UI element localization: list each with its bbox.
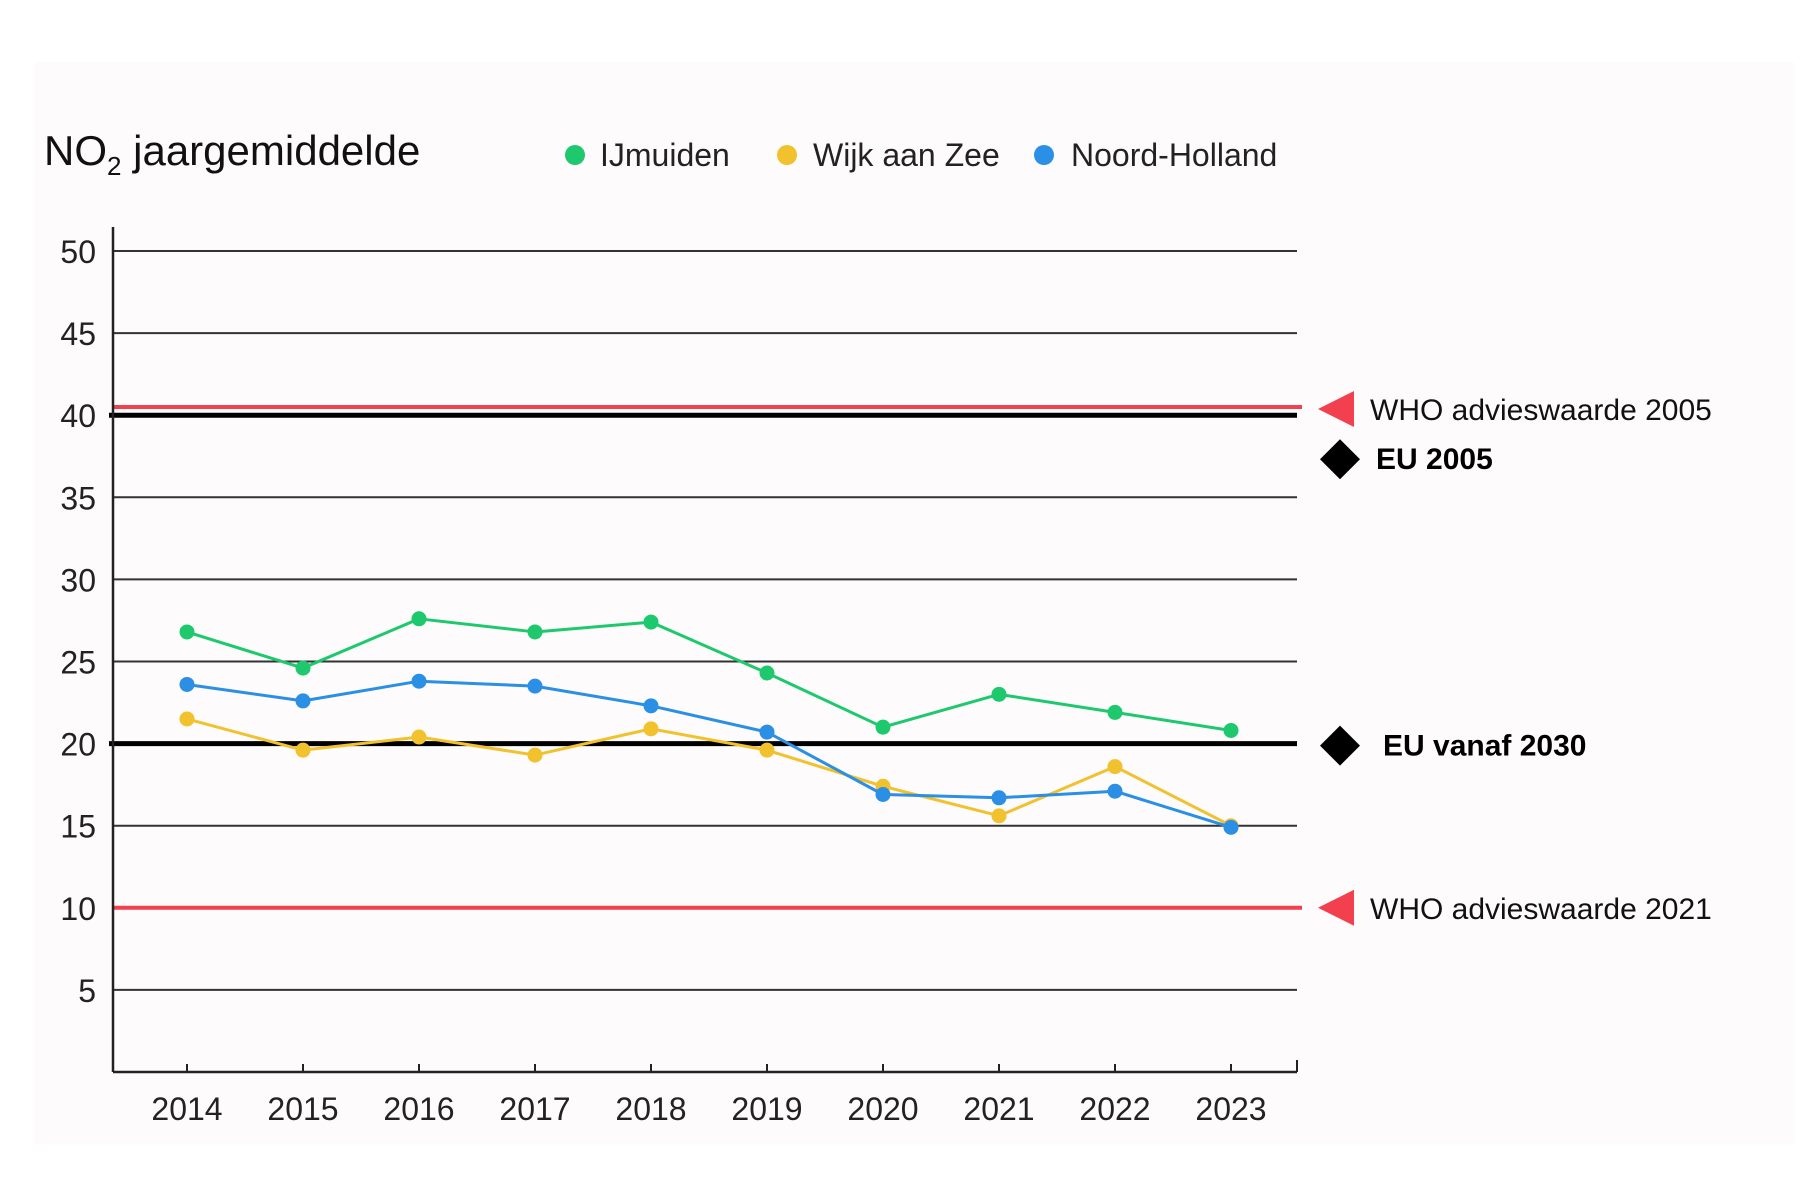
- marker-eu-2005: [1320, 439, 1360, 480]
- data-point-noord-holland-2020[interactable]: [875, 787, 891, 803]
- label-who-advieswaarde-2021: WHO advieswaarde 2021: [1370, 893, 1712, 926]
- data-point-wijk-aan-zee-2016[interactable]: [411, 729, 427, 745]
- y-tick-label-45: 45: [60, 316, 96, 352]
- legend-label-ijmuiden: IJmuiden: [600, 137, 730, 173]
- marker-eu-vanaf-2030: [1320, 725, 1360, 766]
- data-point-noord-holland-2018[interactable]: [643, 698, 659, 714]
- y-tick-label-20: 20: [60, 727, 96, 763]
- label-eu-vanaf-2030: EU vanaf 2030: [1383, 730, 1586, 763]
- legend-item-ijmuiden[interactable]: IJmuiden: [565, 137, 730, 173]
- y-tick-label-30: 30: [60, 562, 96, 598]
- y-tick-label-25: 25: [60, 645, 96, 681]
- data-point-ijmuiden-2023[interactable]: [1223, 722, 1239, 738]
- data-point-noord-holland-2014[interactable]: [179, 676, 195, 692]
- marker-who-advieswaarde-2021: [1318, 889, 1354, 926]
- data-point-ijmuiden-2016[interactable]: [411, 611, 427, 627]
- data-point-ijmuiden-2018[interactable]: [643, 614, 659, 630]
- data-point-wijk-aan-zee-2015[interactable]: [295, 742, 311, 758]
- chart-panel: [34, 62, 1794, 1144]
- y-tick-label-15: 15: [60, 809, 96, 845]
- x-tick-label-2019: 2019: [731, 1091, 802, 1127]
- x-tick-label-2018: 2018: [615, 1091, 686, 1127]
- y-tick-label-5: 5: [78, 973, 96, 1009]
- data-point-wijk-aan-zee-2018[interactable]: [643, 721, 659, 737]
- series: [179, 611, 1239, 835]
- x-tick-label-2021: 2021: [963, 1091, 1034, 1127]
- y-tick-label-40: 40: [60, 398, 96, 434]
- data-point-noord-holland-2023[interactable]: [1223, 819, 1239, 835]
- data-point-wijk-aan-zee-2017[interactable]: [527, 747, 543, 763]
- axes: 5 10 15 20 25 30 35 40 45 50 2014 2015 2016 2017 2018 2…: [60, 227, 1298, 1127]
- data-point-wijk-aan-zee-2014[interactable]: [179, 711, 195, 727]
- data-point-noord-holland-2022[interactable]: [1107, 783, 1123, 799]
- grid-lines: [113, 250, 1297, 991]
- data-point-ijmuiden-2014[interactable]: [179, 624, 195, 640]
- data-point-wijk-aan-zee-2019[interactable]: [759, 742, 775, 758]
- label-who-advieswaarde-2005: WHO advieswaarde 2005: [1370, 394, 1712, 427]
- series-line-ijmuiden: [186, 617, 1232, 732]
- legend-marker-ijmuiden: [565, 145, 585, 165]
- data-point-wijk-aan-zee-2021[interactable]: [991, 808, 1007, 824]
- data-point-noord-holland-2019[interactable]: [759, 724, 775, 740]
- reference-labels: WHO advieswaarde 2005 EU 2005 EU vanaf 203…: [1318, 390, 1712, 926]
- series-line-wijk-aan-zee: [186, 717, 1232, 828]
- legend-label-wijk-aan-zee: Wijk aan Zee: [813, 137, 1000, 173]
- data-point-ijmuiden-2019[interactable]: [759, 665, 775, 681]
- legend-item-noord-holland[interactable]: Noord-Holland: [1034, 137, 1277, 173]
- legend: IJmuiden Wijk aan Zee Noord-Holland: [565, 137, 1277, 173]
- x-tick-label-2023: 2023: [1195, 1091, 1266, 1127]
- y-tick-label-10: 10: [60, 891, 96, 927]
- data-point-wijk-aan-zee-2022[interactable]: [1107, 759, 1123, 775]
- data-point-ijmuiden-2021[interactable]: [991, 686, 1007, 702]
- data-point-noord-holland-2015[interactable]: [295, 693, 311, 709]
- chart-title: NO2 jaargemiddelde: [44, 127, 420, 181]
- reference-lines: [109, 404, 1302, 910]
- marker-who-advieswaarde-2005: [1318, 390, 1354, 427]
- data-point-noord-holland-2021[interactable]: [991, 790, 1007, 806]
- x-tick-label-2015: 2015: [267, 1091, 338, 1127]
- data-point-ijmuiden-2017[interactable]: [527, 624, 543, 640]
- x-tick-label-2017: 2017: [499, 1091, 570, 1127]
- data-point-ijmuiden-2020[interactable]: [875, 719, 891, 735]
- legend-item-wijk-aan-zee[interactable]: Wijk aan Zee: [777, 137, 1000, 173]
- data-point-ijmuiden-2015[interactable]: [295, 660, 311, 676]
- x-tick-label-2022: 2022: [1079, 1091, 1150, 1127]
- label-eu-2005: EU 2005: [1376, 443, 1493, 476]
- x-tick-label-2016: 2016: [383, 1091, 454, 1127]
- legend-marker-wijk-aan-zee: [777, 145, 797, 165]
- y-tick-label-35: 35: [60, 480, 96, 516]
- data-point-ijmuiden-2022[interactable]: [1107, 704, 1123, 720]
- x-tick-label-2014: 2014: [151, 1091, 222, 1127]
- x-tick-label-2020: 2020: [847, 1091, 918, 1127]
- legend-marker-noord-holland: [1034, 145, 1054, 165]
- y-tick-label-50: 50: [60, 234, 96, 270]
- series-line-noord-holland: [186, 679, 1232, 829]
- data-point-noord-holland-2017[interactable]: [527, 678, 543, 694]
- data-point-noord-holland-2016[interactable]: [411, 673, 427, 689]
- legend-label-noord-holland: Noord-Holland: [1071, 137, 1277, 173]
